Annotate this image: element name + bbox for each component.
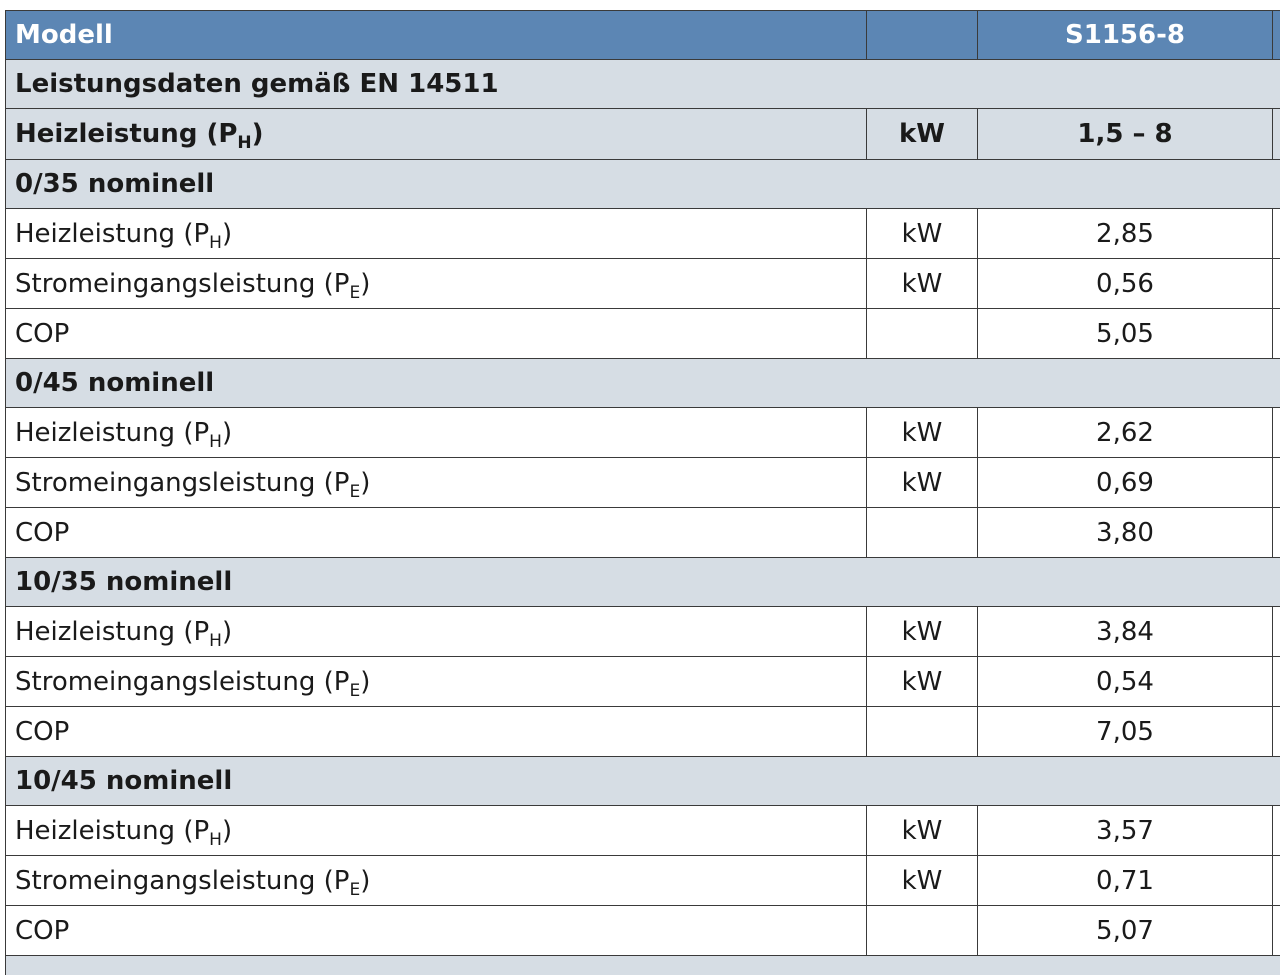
row-extra-cell	[1272, 855, 1280, 906]
range-extra-cell	[1272, 108, 1280, 160]
row-extra-cell	[1272, 407, 1280, 458]
table-row: COP 3,80	[5, 507, 1280, 558]
row-label: COP	[5, 905, 867, 956]
row-value: 0,71	[977, 855, 1273, 906]
section-title: 0/45 nominell	[5, 358, 1280, 408]
partial-section-cell	[5, 955, 1280, 975]
row-label: Stromeingangsleistung (PE)	[5, 656, 867, 707]
section-title: 10/35 nominell	[5, 557, 1280, 607]
section-title: 10/45 nominell	[5, 756, 1280, 806]
row-value: 0,69	[977, 457, 1273, 508]
row-value: 3,57	[977, 805, 1273, 856]
table-row: Stromeingangsleistung (PE) kW 0,71	[5, 855, 1280, 906]
row-extra-cell	[1272, 308, 1280, 359]
row-extra-cell	[1272, 805, 1280, 856]
row-unit: kW	[866, 258, 978, 309]
performance-data-table: Modell S1156-8 Leistungsdaten gemäß EN 1…	[5, 10, 1280, 975]
row-label: COP	[5, 308, 867, 359]
row-label: Heizleistung (PH)	[5, 606, 867, 657]
row-value: 2,62	[977, 407, 1273, 458]
standard-row: Leistungsdaten gemäß EN 14511	[5, 59, 1280, 109]
row-extra-cell	[1272, 258, 1280, 309]
header-extra-cell	[1272, 10, 1280, 60]
table-row: Heizleistung (PH) kW 3,57	[5, 805, 1280, 856]
row-label: Heizleistung (PH)	[5, 407, 867, 458]
row-unit: kW	[866, 208, 978, 259]
table-row: COP 5,05	[5, 308, 1280, 359]
row-label: Heizleistung (PH)	[5, 208, 867, 259]
row-extra-cell	[1272, 507, 1280, 558]
row-value: 3,80	[977, 507, 1273, 558]
row-label: Stromeingangsleistung (PE)	[5, 457, 867, 508]
row-unit	[866, 308, 978, 359]
heating-range-label: Heizleistung (PH)	[5, 108, 867, 160]
row-value: 0,56	[977, 258, 1273, 309]
row-value: 3,84	[977, 606, 1273, 657]
spec-table-container: Modell S1156-8 Leistungsdaten gemäß EN 1…	[5, 10, 1280, 975]
row-extra-cell	[1272, 905, 1280, 956]
row-extra-cell	[1272, 457, 1280, 508]
model-name: S1156-8	[977, 10, 1273, 60]
row-unit	[866, 507, 978, 558]
table-row: Stromeingangsleistung (PE) kW 0,56	[5, 258, 1280, 309]
row-unit: kW	[866, 855, 978, 906]
row-unit: kW	[866, 457, 978, 508]
row-label: COP	[5, 507, 867, 558]
row-extra-cell	[1272, 208, 1280, 259]
row-label: COP	[5, 706, 867, 757]
section-title-row: 10/35 nominell	[5, 557, 1280, 607]
row-value: 2,85	[977, 208, 1273, 259]
row-unit	[866, 905, 978, 956]
section-title-row: 10/45 nominell	[5, 756, 1280, 806]
table-row: Stromeingangsleistung (PE) kW 0,54	[5, 656, 1280, 707]
row-value: 5,05	[977, 308, 1273, 359]
row-value: 7,05	[977, 706, 1273, 757]
row-label: Stromeingangsleistung (PE)	[5, 855, 867, 906]
heating-range-row: Heizleistung (PH) kW 1,5 – 8	[5, 108, 1280, 160]
table-header-row: Modell S1156-8	[5, 10, 1280, 60]
section-title: 0/35 nominell	[5, 159, 1280, 209]
row-unit: kW	[866, 407, 978, 458]
row-unit: kW	[866, 606, 978, 657]
next-section-row-partial	[5, 955, 1280, 975]
heating-range-unit: kW	[866, 108, 978, 160]
row-extra-cell	[1272, 606, 1280, 657]
table-row: Heizleistung (PH) kW 2,62	[5, 407, 1280, 458]
row-unit: kW	[866, 656, 978, 707]
model-label: Modell	[5, 10, 867, 60]
standard-label: Leistungsdaten gemäß EN 14511	[5, 59, 1280, 109]
header-unit-cell	[866, 10, 978, 60]
row-value: 0,54	[977, 656, 1273, 707]
row-unit	[866, 706, 978, 757]
heating-range-value: 1,5 – 8	[977, 108, 1273, 160]
row-label: Heizleistung (PH)	[5, 805, 867, 856]
table-row: Heizleistung (PH) kW 3,84	[5, 606, 1280, 657]
row-unit: kW	[866, 805, 978, 856]
table-row: Heizleistung (PH) kW 2,85	[5, 208, 1280, 259]
section-title-row: 0/35 nominell	[5, 159, 1280, 209]
row-extra-cell	[1272, 656, 1280, 707]
table-row: Stromeingangsleistung (PE) kW 0,69	[5, 457, 1280, 508]
row-value: 5,07	[977, 905, 1273, 956]
table-row: COP 7,05	[5, 706, 1280, 757]
row-label: Stromeingangsleistung (PE)	[5, 258, 867, 309]
section-title-row: 0/45 nominell	[5, 358, 1280, 408]
row-extra-cell	[1272, 706, 1280, 757]
table-row: COP 5,07	[5, 905, 1280, 956]
